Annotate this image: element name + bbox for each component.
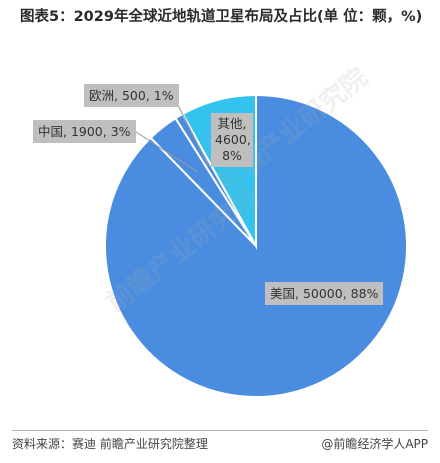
- brand-note: @前瞻经济学人APP: [321, 437, 428, 451]
- data-label-other: 其他, 4600, 8%: [211, 113, 253, 167]
- pie-slices: [104, 93, 408, 398]
- leader-line-中国: [129, 127, 199, 173]
- data-label-usa: 美国, 50000, 88%: [265, 282, 384, 305]
- leader-lines: [129, 100, 209, 173]
- source-note: 资料来源：赛迪 前瞻产业研究院整理: [12, 437, 208, 451]
- data-label-europe: 欧洲, 500, 1%: [84, 84, 179, 107]
- footer: 资料来源：赛迪 前瞻产业研究院整理 @前瞻经济学人APP: [12, 430, 428, 452]
- leader-line-欧洲: [175, 100, 209, 166]
- data-label-china: 中国, 1900, 3%: [33, 120, 136, 143]
- chart-title: 图表5：2029年全球近地轨道卫星布局及占比(单 位：颗，%): [20, 9, 423, 25]
